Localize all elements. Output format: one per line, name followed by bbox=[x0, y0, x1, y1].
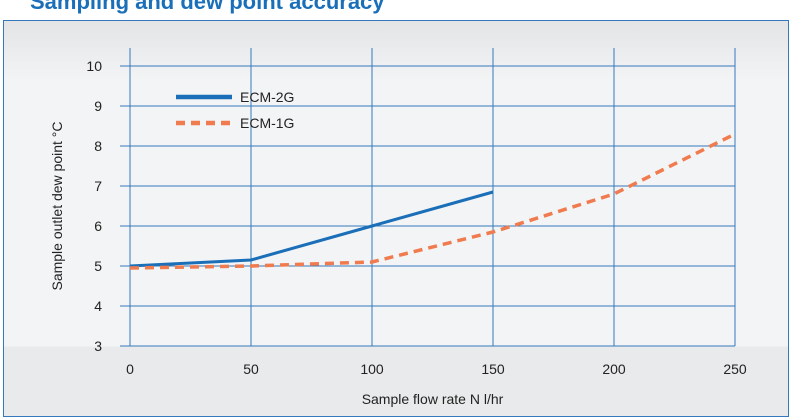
y-tick-label: 6 bbox=[94, 218, 102, 234]
x-tick-label: 50 bbox=[243, 361, 259, 377]
series-line-ecm-2g bbox=[129, 190, 494, 268]
title-strip: Sampling and dew point accuracy bbox=[0, 0, 794, 20]
series-layer bbox=[129, 132, 736, 270]
x-axis-label: Sample flow rate N l/hr bbox=[362, 391, 504, 407]
legend-label: ECM-1G bbox=[240, 115, 294, 131]
y-tick-label: 9 bbox=[94, 98, 102, 114]
y-tick-label: 7 bbox=[94, 178, 102, 194]
x-tick-label: 250 bbox=[723, 361, 747, 377]
x-tick-label: 0 bbox=[126, 361, 134, 377]
y-tick-label: 5 bbox=[94, 258, 102, 274]
x-tick-label: 200 bbox=[602, 361, 626, 377]
y-tick-label: 8 bbox=[94, 138, 102, 154]
y-tick-label: 4 bbox=[94, 298, 102, 314]
x-tick-label: 150 bbox=[481, 361, 505, 377]
y-tick-label: 10 bbox=[86, 58, 102, 74]
x-tick-label: 100 bbox=[360, 361, 384, 377]
grid bbox=[120, 48, 736, 347]
legend-label: ECM-2G bbox=[240, 89, 294, 105]
y-axis-label: Sample outlet dew point °C bbox=[49, 121, 65, 290]
series-line-ecm-1g bbox=[129, 132, 736, 270]
legend: ECM-2G ECM-1G bbox=[176, 89, 294, 131]
y-tick-label: 3 bbox=[94, 338, 102, 354]
cropped-heading: Sampling and dew point accuracy bbox=[30, 0, 385, 14]
